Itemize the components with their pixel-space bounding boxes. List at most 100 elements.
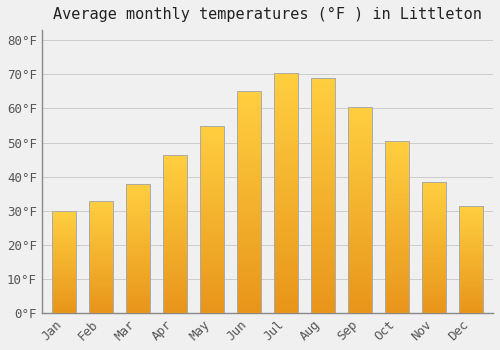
Bar: [89, 244, 113, 246]
Bar: [274, 135, 298, 138]
Bar: [274, 188, 298, 190]
Bar: [385, 286, 409, 287]
Bar: [311, 221, 335, 224]
Bar: [52, 227, 76, 228]
Bar: [52, 213, 76, 214]
Bar: [274, 171, 298, 174]
Bar: [422, 186, 446, 187]
Bar: [311, 266, 335, 268]
Bar: [348, 293, 372, 295]
Bar: [348, 233, 372, 235]
Bar: [200, 169, 224, 170]
Bar: [459, 290, 483, 292]
Bar: [163, 207, 187, 209]
Bar: [52, 280, 76, 281]
Bar: [274, 123, 298, 126]
Bar: [422, 224, 446, 225]
Bar: [126, 228, 150, 229]
Bar: [89, 300, 113, 301]
Bar: [311, 282, 335, 285]
Bar: [348, 177, 372, 179]
Bar: [422, 267, 446, 268]
Bar: [126, 203, 150, 204]
Bar: [274, 270, 298, 272]
Bar: [126, 212, 150, 213]
Bar: [237, 204, 261, 207]
Bar: [311, 139, 335, 141]
Bar: [89, 234, 113, 236]
Bar: [126, 189, 150, 190]
Bar: [385, 301, 409, 303]
Bar: [237, 194, 261, 196]
Bar: [422, 218, 446, 220]
Bar: [89, 282, 113, 283]
Bar: [163, 294, 187, 296]
Bar: [311, 252, 335, 254]
Bar: [52, 298, 76, 299]
Bar: [126, 238, 150, 239]
Bar: [200, 208, 224, 210]
Bar: [126, 196, 150, 198]
Bar: [274, 224, 298, 226]
Bar: [163, 299, 187, 300]
Bar: [163, 155, 187, 156]
Bar: [459, 212, 483, 213]
Bar: [422, 292, 446, 293]
Bar: [126, 221, 150, 222]
Bar: [200, 176, 224, 178]
Bar: [163, 242, 187, 243]
Bar: [89, 305, 113, 306]
Bar: [89, 201, 113, 202]
Bar: [459, 270, 483, 271]
Bar: [89, 253, 113, 254]
Bar: [422, 265, 446, 266]
Bar: [348, 280, 372, 282]
Bar: [237, 271, 261, 273]
Bar: [200, 173, 224, 174]
Bar: [348, 191, 372, 194]
Bar: [459, 292, 483, 293]
Bar: [422, 309, 446, 310]
Bar: [126, 290, 150, 291]
Bar: [52, 286, 76, 287]
Bar: [348, 160, 372, 162]
Bar: [126, 266, 150, 268]
Bar: [163, 167, 187, 169]
Bar: [89, 260, 113, 261]
Bar: [200, 236, 224, 238]
Bar: [52, 265, 76, 266]
Bar: [200, 298, 224, 300]
Bar: [163, 307, 187, 308]
Bar: [422, 279, 446, 280]
Bar: [274, 248, 298, 251]
Bar: [52, 260, 76, 261]
Bar: [126, 299, 150, 300]
Bar: [348, 208, 372, 210]
Bar: [311, 155, 335, 158]
Bar: [200, 281, 224, 283]
Bar: [348, 235, 372, 237]
Bar: [126, 300, 150, 301]
Bar: [422, 192, 446, 194]
Bar: [348, 290, 372, 293]
Bar: [385, 142, 409, 144]
Bar: [163, 270, 187, 272]
Bar: [89, 216, 113, 217]
Bar: [274, 205, 298, 207]
Bar: [126, 292, 150, 294]
Bar: [274, 145, 298, 147]
Bar: [163, 234, 187, 236]
Bar: [348, 111, 372, 113]
Bar: [200, 270, 224, 272]
Bar: [311, 111, 335, 113]
Bar: [52, 237, 76, 238]
Bar: [126, 208, 150, 209]
Bar: [163, 228, 187, 229]
Bar: [126, 277, 150, 278]
Bar: [52, 295, 76, 296]
Bar: [274, 301, 298, 303]
Bar: [459, 262, 483, 264]
Bar: [52, 216, 76, 217]
Bar: [348, 245, 372, 247]
Bar: [126, 225, 150, 226]
